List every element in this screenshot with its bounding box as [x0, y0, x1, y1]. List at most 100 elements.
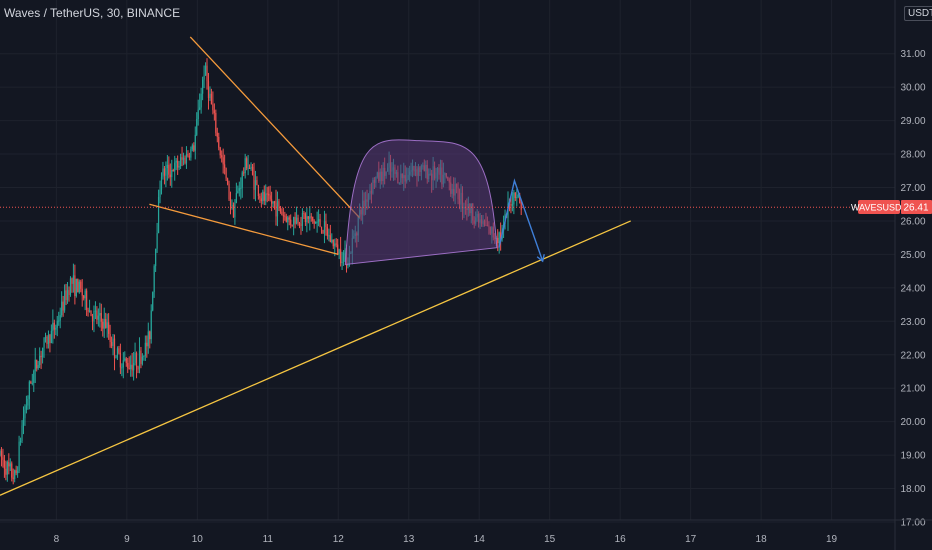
chart-title[interactable]: Waves / TetherUS, 30, BINANCE	[4, 6, 180, 20]
candle-body	[337, 244, 339, 255]
candle-body	[500, 232, 502, 239]
candle-body	[121, 367, 123, 369]
candle-body	[68, 290, 70, 296]
cup-dome-pattern[interactable]	[344, 139, 498, 265]
candle-body	[200, 93, 202, 108]
candle-body	[199, 107, 201, 110]
candle-body	[2, 457, 4, 460]
candle-body	[246, 158, 248, 169]
candle-body	[319, 219, 321, 227]
symbol-badge: WAVESUSDT	[851, 203, 908, 213]
candle-body	[215, 112, 217, 133]
time-tick-label: 12	[333, 534, 345, 545]
candle-body	[91, 316, 94, 322]
candle-body	[52, 322, 54, 331]
candle-body	[342, 252, 345, 262]
candle-body	[247, 167, 249, 169]
symbol-name: Waves / TetherUS	[4, 6, 101, 20]
candle-body	[204, 65, 207, 76]
candle-body	[229, 199, 232, 205]
candle-body	[109, 333, 111, 343]
candle-body	[43, 337, 45, 348]
candle-body	[209, 93, 211, 99]
candle-body	[269, 195, 271, 200]
candle-body	[279, 206, 282, 212]
candle-body	[149, 331, 151, 340]
candle-body	[300, 224, 302, 226]
candle-body	[131, 364, 133, 371]
price-axis-bg	[895, 0, 932, 550]
projection-path[interactable]	[498, 178, 544, 262]
candle-body	[322, 229, 324, 234]
candle-body	[510, 204, 512, 206]
candle-body	[41, 347, 44, 358]
candle-body	[498, 232, 500, 244]
candle-body	[315, 222, 317, 224]
candle-body	[9, 463, 11, 467]
candle-body	[207, 81, 210, 99]
price-axis[interactable]: 17.00 18.00 19.00 20.00 21.00 22.00 23.00 24.00…	[894, 0, 932, 550]
candle-body	[228, 183, 230, 200]
candle-body	[118, 348, 120, 353]
candle-body	[260, 198, 262, 202]
candle-body	[317, 219, 320, 222]
symbol-badge-bg	[858, 200, 900, 214]
candle-body	[108, 322, 110, 334]
currency-unit-badge[interactable]: USDT	[904, 6, 932, 21]
candle-body	[275, 202, 277, 217]
candle-body	[56, 320, 58, 328]
candle-body	[133, 363, 135, 371]
candle-body	[71, 278, 73, 284]
candle-body	[140, 350, 142, 364]
candle-body	[323, 221, 326, 234]
candle-body	[271, 199, 273, 204]
candle-body	[184, 157, 186, 164]
candle-body	[97, 315, 99, 320]
drawings[interactable]	[0, 36, 631, 496]
candle-body	[31, 382, 33, 384]
price-tick-label: 26.00	[900, 216, 925, 227]
candle-body	[75, 279, 77, 297]
candle-body	[281, 211, 283, 216]
candle-body	[103, 319, 105, 329]
price-tick-label: 27.00	[900, 183, 925, 194]
candle-body	[0, 451, 1, 456]
candle-body	[166, 164, 168, 169]
candle-body	[61, 301, 63, 316]
candle-body	[143, 355, 145, 357]
candle-body	[86, 290, 88, 310]
candle-body	[66, 290, 69, 300]
candle-body	[62, 301, 64, 311]
price-tick-label: 20.00	[900, 417, 925, 428]
candle-body	[116, 348, 119, 358]
interval: 30	[106, 6, 121, 20]
candle-body	[90, 310, 92, 317]
candle-body	[340, 249, 342, 264]
candle-body	[155, 248, 157, 267]
candle-body	[298, 223, 301, 225]
time-axis[interactable]: 8 9 10 11 12 13 14 15 16 17 18 19	[0, 519, 932, 545]
candle-body	[297, 217, 299, 224]
title-separator: ,	[100, 6, 107, 20]
candle-body	[124, 358, 126, 361]
candle-body	[203, 75, 205, 80]
candle-body	[25, 405, 28, 410]
candle-body	[169, 174, 171, 178]
candle-body	[306, 216, 308, 222]
support-trendline[interactable]	[0, 220, 631, 496]
candle-body	[24, 409, 26, 419]
candle-body	[83, 295, 85, 299]
candle-body	[332, 239, 334, 247]
candle-body	[106, 322, 108, 328]
wedge-upper-line[interactable]	[189, 36, 360, 219]
candle-body	[190, 149, 192, 158]
candle-body	[188, 156, 190, 158]
exchange: BINANCE	[126, 6, 181, 20]
candle-body	[59, 315, 61, 321]
candle-body	[251, 166, 254, 175]
candle-body	[130, 364, 132, 370]
candle-body	[307, 216, 309, 219]
candle-body	[497, 237, 499, 244]
wedge-lower-line[interactable]	[149, 203, 339, 256]
